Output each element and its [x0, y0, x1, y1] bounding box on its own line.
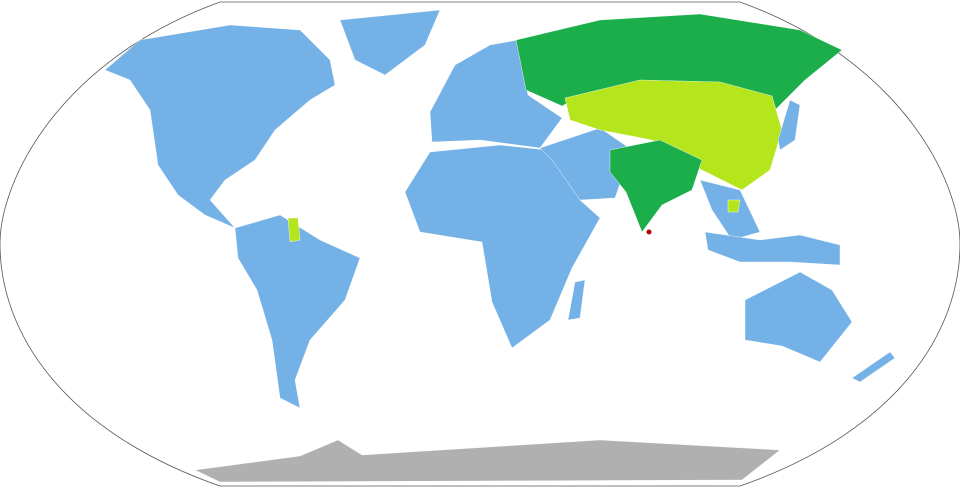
japan[interactable]	[777, 99, 801, 151]
cambodia[interactable]	[727, 199, 741, 213]
australia[interactable]	[744, 271, 853, 363]
north-america[interactable]	[104, 24, 336, 229]
red-marker[interactable]	[646, 229, 652, 235]
south-asia[interactable]	[609, 139, 703, 233]
greenland[interactable]	[339, 9, 441, 76]
indonesia[interactable]	[704, 231, 841, 266]
french-guiana[interactable]	[287, 217, 301, 243]
madagascar[interactable]	[567, 279, 586, 321]
antarctica[interactable]	[194, 439, 781, 483]
new-zealand[interactable]	[851, 351, 896, 383]
europe[interactable]	[429, 39, 563, 149]
africa[interactable]	[404, 144, 601, 349]
south-america[interactable]	[234, 214, 361, 409]
china-central-asia[interactable]	[564, 79, 783, 191]
